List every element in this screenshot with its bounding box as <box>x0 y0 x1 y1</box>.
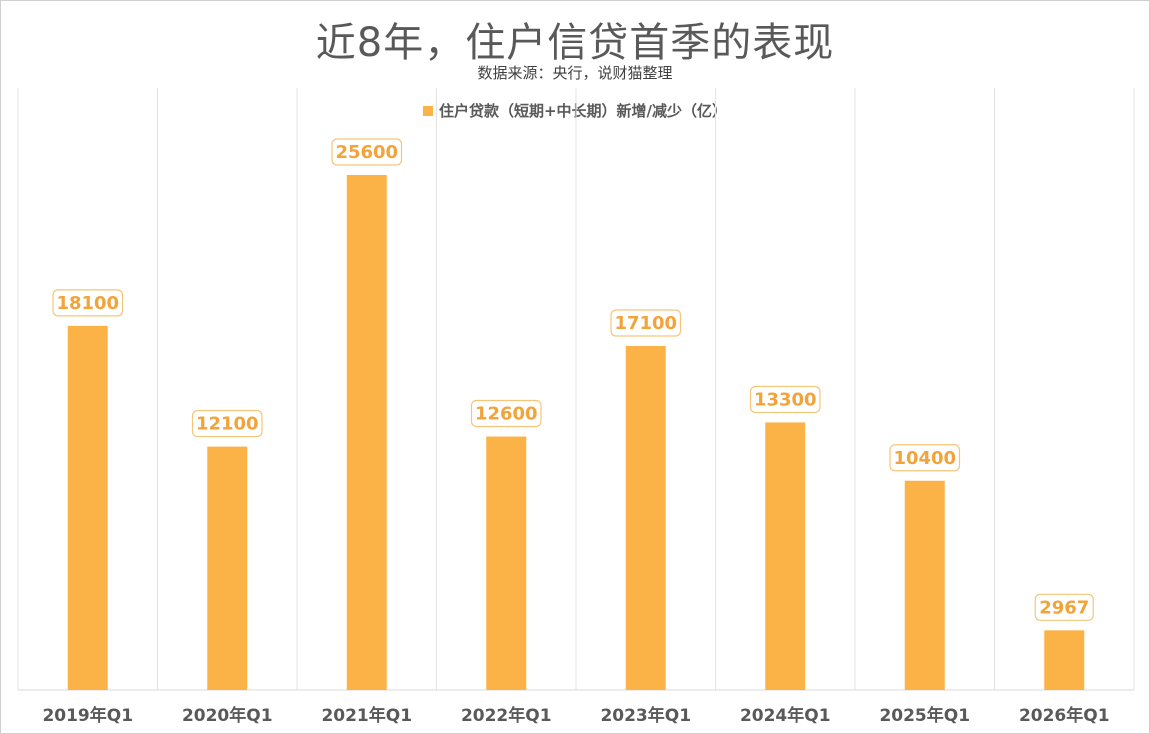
legend-label: 住户贷款（短期+中长期）新增/减少（亿） <box>438 102 728 120</box>
bar <box>346 175 387 690</box>
x-tick-label: 2021年Q1 <box>321 705 412 726</box>
bar <box>1044 630 1085 690</box>
data-label-box <box>1034 593 1094 621</box>
data-label: 17100 <box>614 313 677 334</box>
data-label-box <box>610 309 682 337</box>
data-label: 10400 <box>893 448 956 469</box>
data-label: 12100 <box>196 414 259 435</box>
bar <box>904 480 945 690</box>
x-tick-label: 2025年Q1 <box>879 705 970 726</box>
data-label: 18100 <box>56 293 119 314</box>
data-label-box <box>470 399 542 428</box>
bar <box>67 325 108 690</box>
x-tick-label: 2023年Q1 <box>600 705 691 726</box>
x-tick-label: 2022年Q1 <box>461 705 552 726</box>
x-tick-label: 2019年Q1 <box>42 705 133 726</box>
bar <box>486 436 527 690</box>
x-tick-label: 2026年Q1 <box>1019 705 1110 726</box>
data-label: 12600 <box>475 404 538 425</box>
x-tick-label: 2024年Q1 <box>740 705 831 726</box>
data-label: 25600 <box>335 142 398 163</box>
bar <box>765 422 806 690</box>
chart-legend: 住户贷款（短期+中长期）新增/减少（亿） <box>0 100 1150 121</box>
data-label-box <box>52 289 124 317</box>
x-tick-label: 2020年Q1 <box>182 705 273 726</box>
data-label-box <box>331 138 403 166</box>
data-label: 2967 <box>1039 597 1089 618</box>
chart-title: 近8年，住户信贷首季的表现 <box>315 20 835 66</box>
data-label: 13300 <box>754 389 817 410</box>
bar <box>625 345 666 690</box>
legend-swatch <box>422 106 433 116</box>
data-label-box <box>749 385 821 414</box>
bar <box>207 446 248 690</box>
data-label-box <box>889 444 961 472</box>
data-label-box <box>191 409 263 438</box>
chart-subtitle: 数据来源：央行，说财猫整理 <box>477 64 673 82</box>
